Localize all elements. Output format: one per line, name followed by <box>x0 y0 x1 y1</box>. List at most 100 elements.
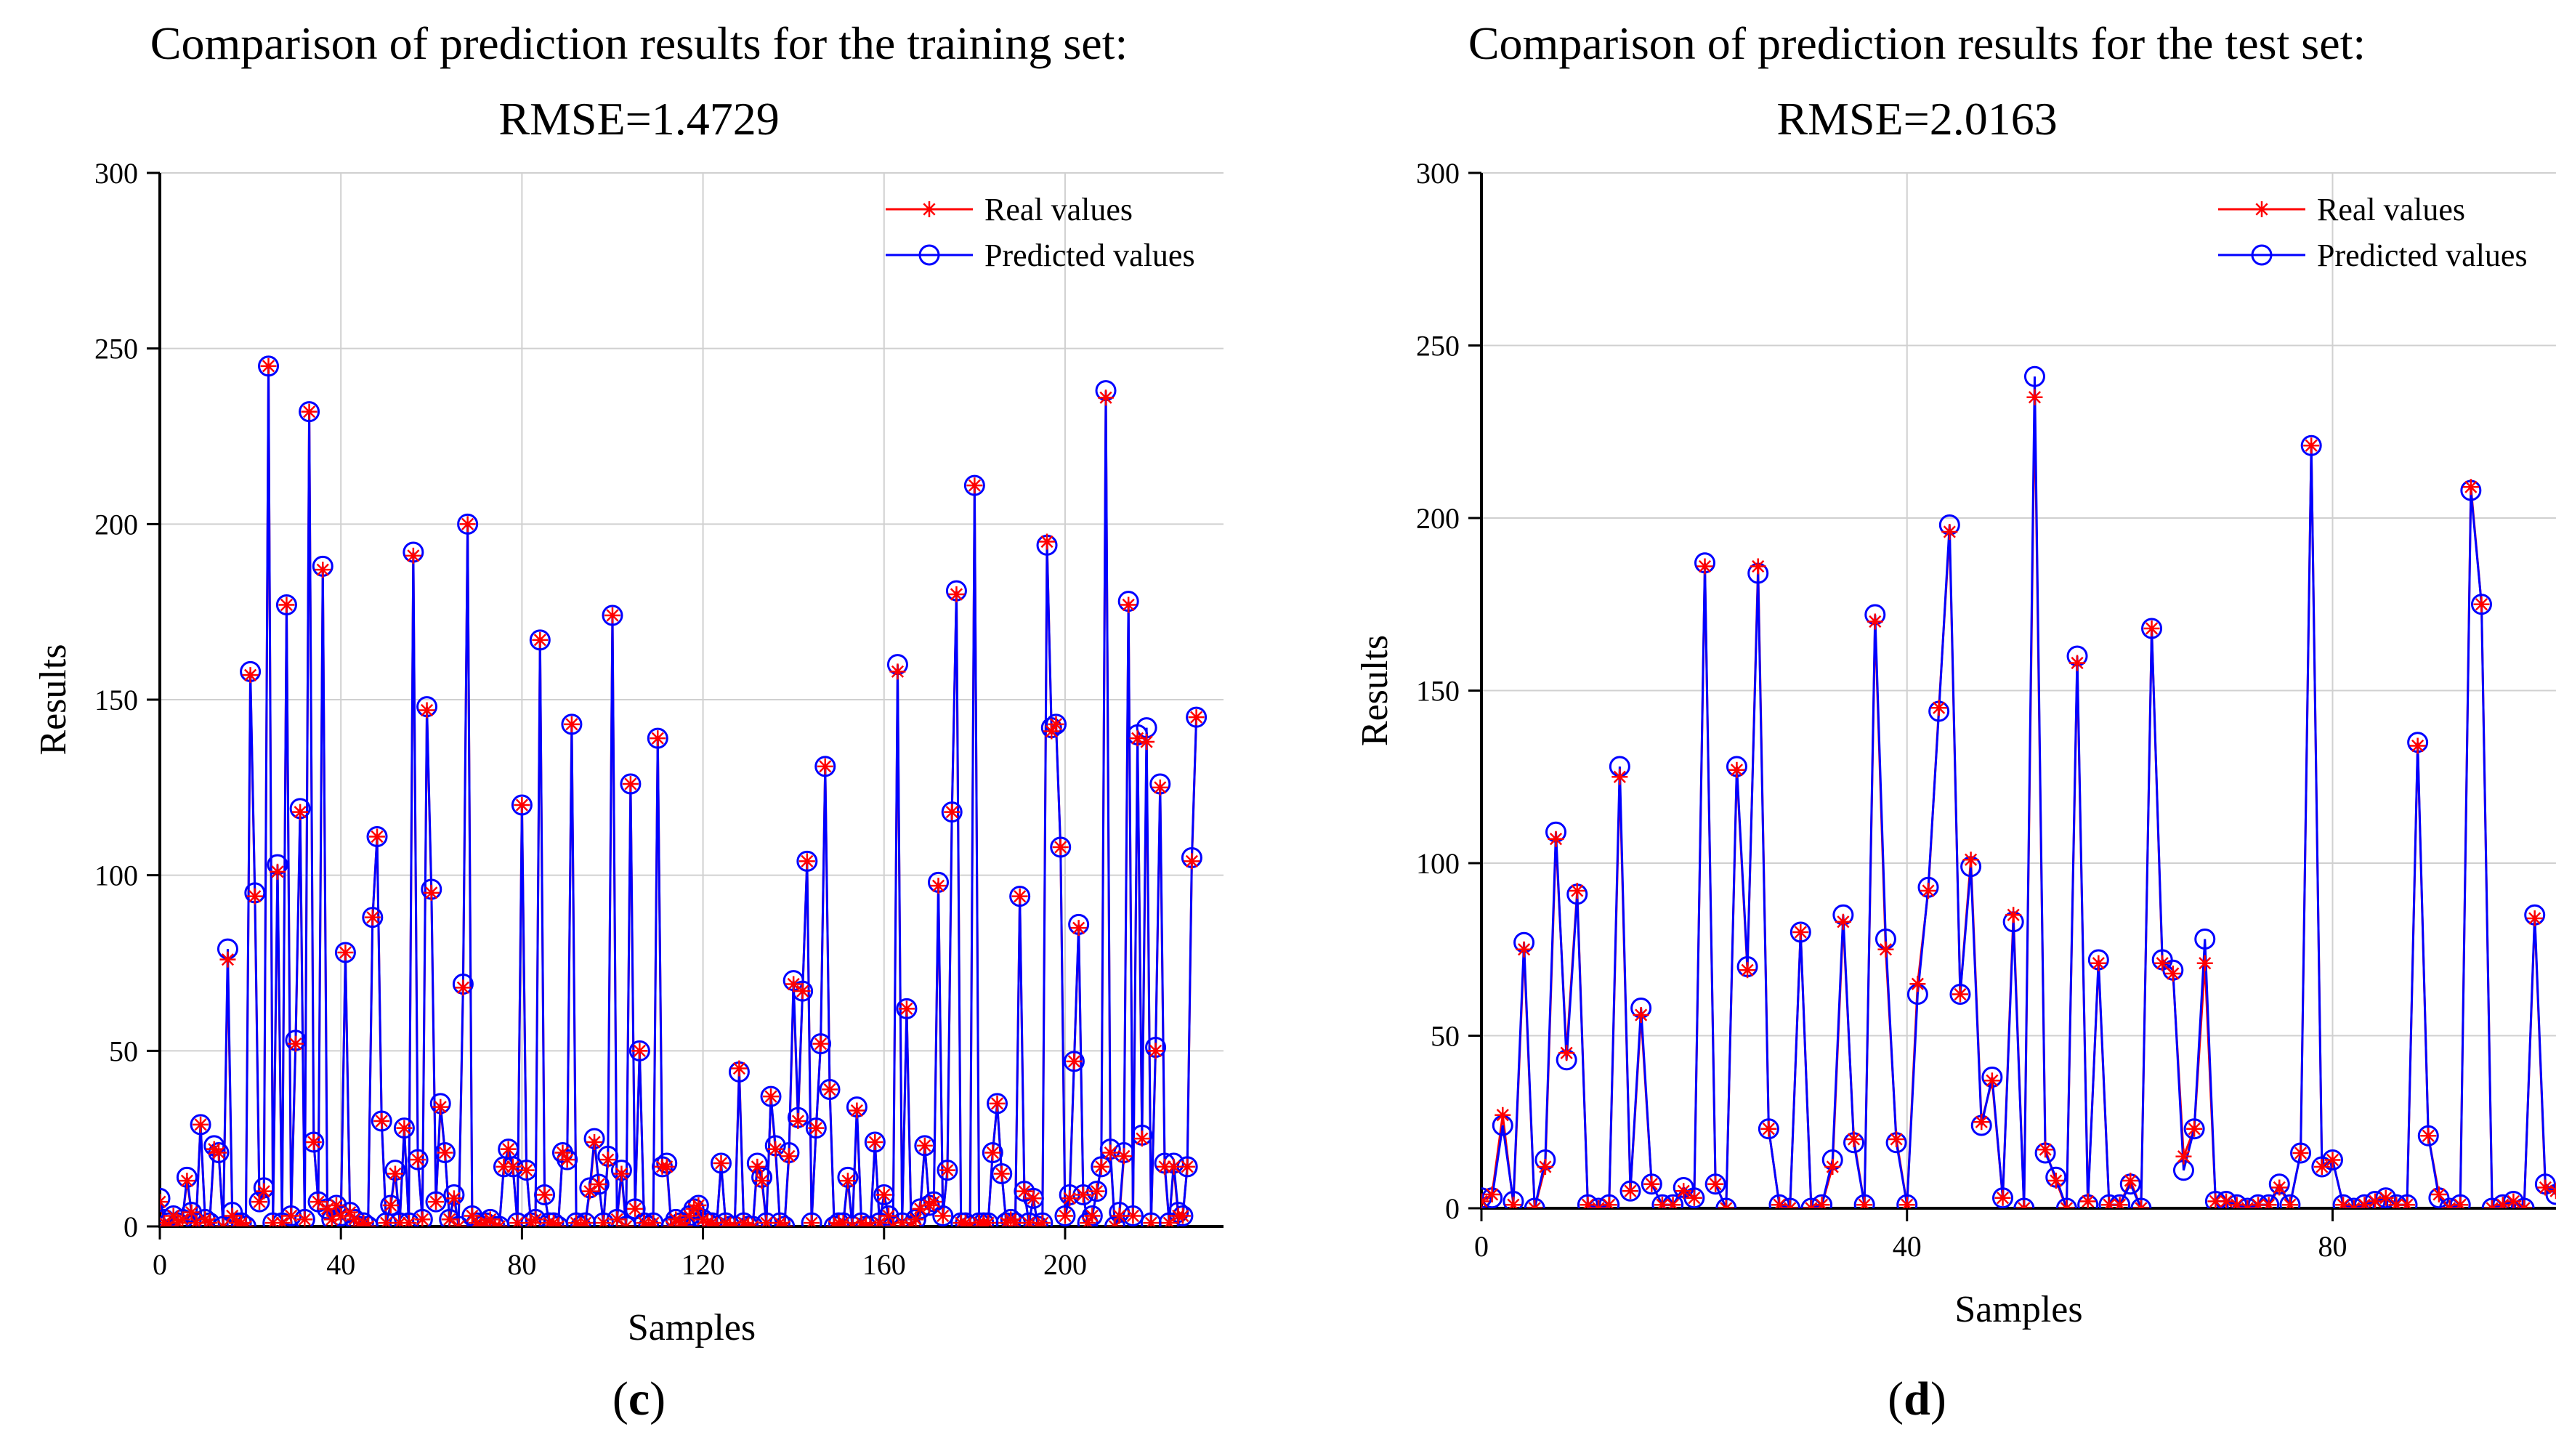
data-point-predicted <box>2502 1191 2524 1208</box>
data-point-real <box>1011 888 1028 905</box>
data-point-real <box>1803 1200 1819 1208</box>
data-point-real <box>2228 1197 2245 1208</box>
data-point-real <box>500 1141 517 1157</box>
data-point-predicted <box>963 474 985 496</box>
data-point-real <box>1707 1176 1724 1192</box>
data-point-real <box>1962 852 1979 868</box>
y-tick-label: 0 <box>1445 1192 1460 1225</box>
data-point-real <box>1686 1189 1702 1206</box>
data-point-predicted <box>208 1142 230 1163</box>
data-point-real <box>613 1165 630 1182</box>
data-point-real <box>817 758 833 774</box>
data-point-real <box>763 1088 780 1105</box>
data-point-predicted <box>2364 1191 2386 1208</box>
data-point-predicted <box>2055 1197 2077 1208</box>
data-point-real <box>1007 1215 1024 1226</box>
panel-label: (d) <box>1888 1372 1946 1425</box>
data-point-predicted <box>660 1216 682 1226</box>
data-point-predicted <box>1524 1197 1545 1208</box>
data-point-real <box>2303 437 2320 454</box>
data-point-real <box>650 730 666 747</box>
data-point-predicted <box>407 1149 429 1170</box>
data-point-real <box>1125 1208 1141 1224</box>
data-point-real <box>1622 1183 1639 1200</box>
data-point-real <box>798 853 815 870</box>
data-point-real <box>993 1165 1010 1182</box>
data-point-predicted <box>1081 1205 1103 1226</box>
data-point-real <box>1718 1200 1734 1208</box>
data-point-predicted <box>932 1205 954 1226</box>
data-point-real <box>1516 941 1532 958</box>
series-line-real-values <box>160 365 1198 1226</box>
data-point-real <box>193 1116 209 1133</box>
data-point-real <box>577 1215 594 1226</box>
data-point-real <box>1973 1114 1990 1131</box>
data-point-predicted <box>959 1216 981 1226</box>
data-point-predicted <box>896 998 918 1019</box>
data-point-predicted <box>1641 1173 1662 1195</box>
data-point-predicted <box>1811 1194 1833 1208</box>
legend: Real values Predicted values <box>886 192 1195 273</box>
data-point-real <box>2548 1183 2556 1200</box>
y-tick-label: 200 <box>1416 502 1460 535</box>
data-point-predicted <box>371 1110 392 1132</box>
data-point-predicted <box>299 401 320 423</box>
data-point-real <box>563 716 580 732</box>
data-point-real <box>749 1158 766 1175</box>
data-point-real <box>441 1211 458 1226</box>
data-point-real <box>822 1081 838 1098</box>
data-point-real <box>898 1000 915 1017</box>
data-point-real <box>450 1218 467 1226</box>
data-point-real <box>418 702 435 719</box>
data-point-predicted <box>710 1152 732 1174</box>
data-point-predicted <box>258 355 280 377</box>
data-point-predicted <box>160 1187 171 1209</box>
y-tick-label: 300 <box>94 157 138 190</box>
data-point-predicted <box>1045 713 1067 735</box>
data-point-real <box>1165 1158 1182 1175</box>
data-point-real <box>812 1035 829 1052</box>
data-point-real <box>387 1165 403 1182</box>
data-point-real <box>849 1102 865 1119</box>
data-point-real <box>1941 524 1958 540</box>
data-point-real <box>1611 769 1628 785</box>
data-point-real <box>2239 1200 2256 1208</box>
data-point-real <box>2505 1193 2522 1208</box>
data-point-predicted <box>2023 365 2045 387</box>
data-point-predicted <box>2353 1194 2375 1208</box>
data-point-predicted <box>2300 434 2322 456</box>
data-point-real <box>2356 1197 2373 1208</box>
data-point-real <box>2484 1200 2501 1208</box>
data-point-real <box>532 631 549 648</box>
data-point-predicted <box>991 1163 1013 1184</box>
data-point-real <box>2452 1197 2469 1208</box>
data-point-predicted <box>914 1135 936 1157</box>
data-point-real <box>1495 1107 1511 1123</box>
data-point-real <box>278 596 295 613</box>
data-point-real <box>2462 479 2479 496</box>
y-tick-label: 50 <box>1431 1020 1460 1053</box>
data-point-predicted <box>602 604 623 626</box>
data-point-real <box>1888 1131 1905 1147</box>
data-point-real <box>405 547 421 564</box>
data-point-real <box>1739 962 1756 979</box>
y-tick-label: 250 <box>1416 330 1460 363</box>
data-point-real <box>260 357 277 374</box>
data-point-real <box>804 1215 820 1226</box>
data-point-real <box>410 1152 426 1168</box>
data-point-real <box>2005 907 2022 923</box>
data-point-predicted <box>1063 1051 1085 1072</box>
data-point-predicted <box>1779 1197 1801 1208</box>
legend-label-real: Real values <box>984 192 1133 227</box>
x-tick-label: 120 <box>682 1248 725 1281</box>
data-point-predicted <box>724 1216 745 1226</box>
chart-rmse: RMSE=1.4729 <box>498 93 780 145</box>
data-point-real <box>1824 1159 1841 1175</box>
data-point-real <box>2494 1197 2511 1208</box>
legend-label-predicted: Predicted values <box>2317 238 2528 273</box>
data-point-real <box>2420 1128 2437 1144</box>
data-point-real <box>1580 1197 1596 1208</box>
data-point-real <box>2335 1197 2352 1208</box>
data-point-real <box>1016 1183 1032 1200</box>
data-point-real <box>423 884 440 901</box>
